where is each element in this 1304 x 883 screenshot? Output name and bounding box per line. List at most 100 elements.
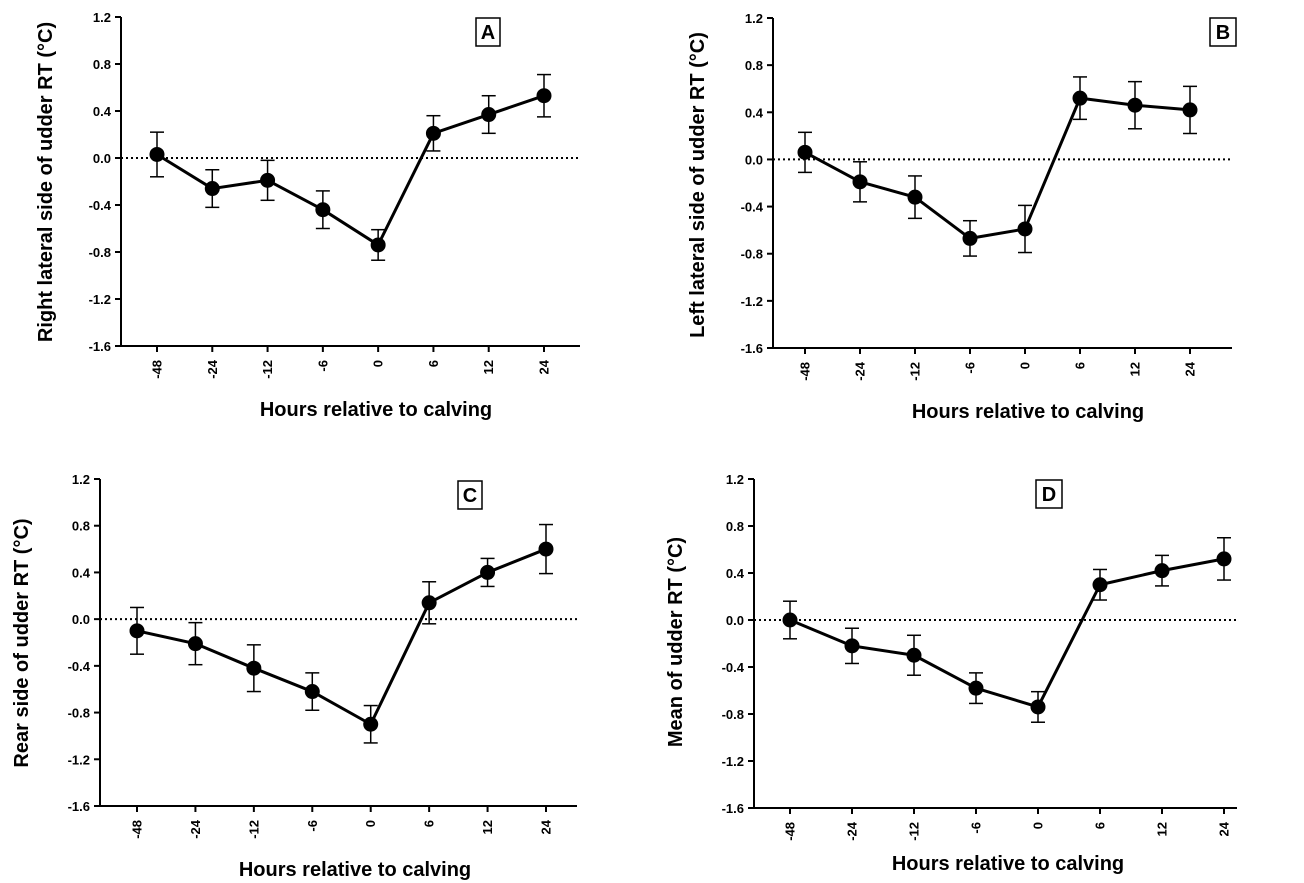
data-point — [907, 189, 923, 205]
y-tick-label: 1.2 — [93, 10, 111, 25]
y-tick-label: -0.8 — [722, 707, 744, 722]
panel-tag: C — [463, 485, 477, 507]
x-axis-label: Hours relative to calving — [892, 853, 1124, 875]
x-tick-label: -24 — [188, 819, 203, 839]
data-point — [363, 716, 379, 732]
x-tick-label: 0 — [363, 820, 378, 827]
plot-marks — [100, 523, 577, 744]
data-point — [149, 146, 165, 162]
x-tick-label: -48 — [150, 360, 165, 379]
x-tick-label: -24 — [845, 821, 860, 841]
data-point — [1216, 551, 1232, 567]
data-point — [260, 172, 276, 188]
y-tick-label: -0.4 — [89, 198, 112, 213]
panel-tag: A — [481, 22, 495, 44]
y-tick-label: 0.0 — [93, 151, 111, 166]
series-line — [804, 96, 1191, 240]
x-tick-label: -48 — [798, 362, 813, 381]
data-point — [1127, 97, 1143, 113]
y-tick-label: 0.8 — [72, 519, 90, 534]
data-point — [246, 660, 262, 676]
y-axis-label: Rear side of udder RT (°C) — [11, 518, 33, 767]
panel-d: 1.2 0.8 0.4 0.0 -0.4 -0.8 -1.2 -1.6 -48 -24 -12 -6 0… — [665, 472, 1237, 875]
panel-tag-box — [475, 17, 501, 47]
y-tick-label: 0.4 — [726, 566, 745, 581]
data-point — [797, 144, 813, 160]
y-tick-label: -1.2 — [722, 754, 744, 769]
x-tick-label: -24 — [853, 361, 868, 381]
panel-tag-box — [1035, 479, 1063, 509]
x-axis-label: Hours relative to calving — [912, 401, 1144, 423]
y-tick-label: 1.2 — [72, 472, 90, 487]
plot-marks — [121, 73, 580, 261]
y-tick-label: 1.2 — [726, 472, 744, 487]
x-tick-label: 0 — [371, 360, 386, 367]
panel-a: 1.2 0.8 0.4 0.0 -0.4 -0.8 -1.2 -1.6 -48 -24 -12 -6 0… — [35, 10, 580, 421]
data-point — [782, 612, 798, 628]
y-tick-label: 0.0 — [726, 613, 744, 628]
x-tick-label: -6 — [963, 362, 978, 374]
x-tick-label: -24 — [205, 359, 220, 379]
series-line — [136, 547, 547, 726]
x-tick-label: -48 — [130, 820, 145, 839]
axes: 1.2 0.8 0.4 0.0 -0.4 -0.8 -1.2 -1.6 -48 -24 -12 -6 0… — [722, 472, 1237, 841]
axes: 1.2 0.8 0.4 0.0 -0.4 -0.8 -1.2 -1.6 -48 -24 -12 -6 0… — [89, 10, 580, 379]
y-axis-label: Right lateral side of udder RT (°C) — [35, 22, 57, 342]
x-tick-label: -6 — [315, 360, 330, 372]
data-point — [1092, 577, 1108, 593]
x-tick-label: 6 — [1093, 822, 1108, 829]
data-point — [1072, 90, 1088, 106]
data-point — [370, 237, 386, 253]
x-tick-label: -6 — [969, 822, 984, 834]
x-tick-label: 24 — [537, 359, 552, 374]
plot-marks — [773, 76, 1232, 257]
y-axis-label: Mean of udder RT (°C) — [665, 537, 687, 747]
y-tick-label: -1.6 — [89, 339, 111, 354]
x-tick-label: -6 — [305, 820, 320, 832]
data-point — [204, 181, 220, 197]
data-point — [187, 636, 203, 652]
x-axis-label: Hours relative to calving — [260, 399, 492, 421]
series-line — [789, 557, 1225, 709]
data-point — [1030, 699, 1046, 715]
data-point — [1154, 563, 1170, 579]
y-tick-label: -0.4 — [68, 659, 91, 674]
y-tick-label: 0.0 — [745, 152, 763, 167]
axes: 1.2 0.8 0.4 0.0 -0.4 -0.8 -1.2 -1.6 -48 -24 -12 -6 0… — [741, 11, 1232, 381]
x-tick-label: 12 — [1155, 822, 1170, 836]
data-point — [906, 647, 922, 663]
x-tick-label: 6 — [1073, 362, 1088, 369]
x-tick-label: 24 — [1217, 821, 1232, 836]
y-axis-label: Left lateral side of udder RT (°C) — [687, 32, 709, 338]
y-tick-label: -1.6 — [722, 801, 744, 816]
y-tick-label: -0.8 — [89, 245, 111, 260]
y-tick-label: 1.2 — [745, 11, 763, 26]
y-tick-label: 0.4 — [72, 565, 91, 580]
data-point — [480, 564, 496, 580]
x-tick-label: 0 — [1031, 822, 1046, 829]
x-tick-label: 24 — [539, 819, 554, 834]
x-tick-label: -12 — [246, 820, 261, 839]
panel-tag-box — [457, 480, 483, 510]
data-point — [425, 125, 441, 141]
y-tick-label: 0.4 — [745, 105, 764, 120]
x-axis-label: Hours relative to calving — [239, 859, 471, 881]
data-point — [315, 202, 331, 218]
data-point — [962, 230, 978, 246]
x-tick-label: 12 — [481, 360, 496, 374]
x-tick-label: 24 — [1183, 361, 1198, 376]
y-tick-label: -1.6 — [741, 341, 763, 356]
data-point — [852, 174, 868, 190]
data-point — [1017, 221, 1033, 237]
panel-tag-box — [1209, 17, 1237, 47]
panel-tag: B — [1216, 22, 1230, 44]
y-tick-label: -1.2 — [741, 294, 763, 309]
x-tick-label: 6 — [422, 820, 437, 827]
y-tick-label: -0.8 — [741, 247, 763, 262]
data-point — [304, 684, 320, 700]
y-tick-label: 0.8 — [93, 57, 111, 72]
x-tick-label: -48 — [783, 822, 798, 841]
y-tick-label: -0.4 — [722, 660, 745, 675]
x-tick-label: -12 — [260, 360, 275, 379]
